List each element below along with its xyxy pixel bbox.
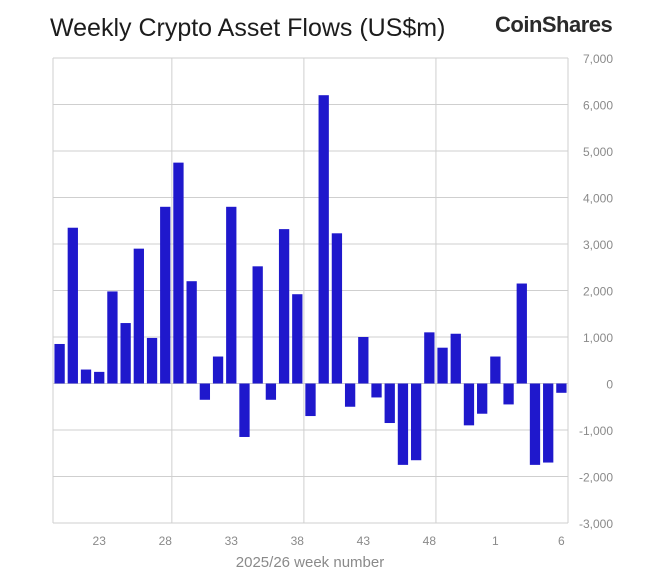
y-tick-label: 2,000 bbox=[583, 285, 613, 299]
bar-week-2 bbox=[503, 383, 514, 405]
bar-week-3 bbox=[516, 283, 527, 384]
y-tick-label: -1,000 bbox=[579, 424, 613, 438]
bar-week-29 bbox=[173, 162, 184, 384]
x-tick-label: 1 bbox=[492, 534, 499, 548]
x-tick-label: 23 bbox=[93, 534, 107, 548]
y-tick-label: 5,000 bbox=[583, 145, 613, 159]
bar-week-46 bbox=[397, 383, 409, 465]
bar-week-45 bbox=[384, 383, 395, 424]
bar-week-49 bbox=[437, 347, 448, 384]
bar-week-5 bbox=[543, 383, 554, 463]
x-tick-label: 38 bbox=[291, 534, 305, 548]
x-tick-label: 6 bbox=[558, 534, 565, 548]
bar-week-4 bbox=[529, 383, 541, 465]
y-tick-label: 7,000 bbox=[583, 52, 613, 66]
bar-week-44 bbox=[371, 383, 382, 398]
bar-week-6 bbox=[556, 383, 567, 393]
bar-week-23 bbox=[94, 371, 105, 384]
bar-week-32 bbox=[212, 356, 224, 384]
y-tick-label: -2,000 bbox=[579, 471, 613, 485]
bar-week-43 bbox=[358, 337, 369, 384]
bar-week-51 bbox=[463, 383, 475, 426]
x-axis-label: 2025/26 week number bbox=[236, 554, 384, 571]
bar-week-50 bbox=[450, 333, 461, 384]
bar-week-30 bbox=[186, 281, 197, 384]
y-tick-label: 1,000 bbox=[583, 331, 613, 345]
x-tick-label: 43 bbox=[357, 534, 371, 548]
bar-week-47 bbox=[410, 383, 422, 461]
bars-layer bbox=[54, 95, 567, 465]
bar-week-22 bbox=[80, 369, 92, 384]
x-tick-label: 48 bbox=[423, 534, 437, 548]
bar-week-34 bbox=[239, 383, 250, 437]
grid-layer bbox=[52, 57, 569, 524]
y-axis-tick-labels: 7,000 6,000 5,000 4,000 3,000 2,000 1,000 0 -1,0… bbox=[579, 52, 613, 531]
bar-week-37 bbox=[278, 229, 290, 384]
x-tick-label: 33 bbox=[225, 534, 239, 548]
bar-week-40 bbox=[318, 95, 329, 384]
y-tick-label: -3,000 bbox=[579, 517, 613, 531]
bar-week-39 bbox=[305, 383, 316, 417]
bar-week-38 bbox=[292, 294, 303, 384]
bar-week-31 bbox=[199, 383, 211, 400]
y-tick-label: 0 bbox=[606, 378, 613, 392]
bar-week-26 bbox=[133, 248, 144, 384]
bar-week-35 bbox=[252, 266, 263, 384]
bar-week-25 bbox=[120, 323, 131, 384]
bar-week-36 bbox=[265, 383, 277, 400]
x-tick-label: 28 bbox=[159, 534, 173, 548]
bar-week-52 bbox=[477, 383, 488, 414]
bar-week-1 bbox=[490, 356, 501, 384]
x-axis-tick-labels: 23 28 33 38 43 48 1 6 bbox=[93, 534, 566, 548]
bar-week-42 bbox=[344, 383, 356, 407]
y-tick-label: 4,000 bbox=[583, 192, 613, 206]
chart-title: Weekly Crypto Asset Flows (US$m) bbox=[50, 14, 446, 42]
bar-week-20 bbox=[54, 343, 65, 384]
bar-week-28 bbox=[160, 206, 171, 384]
coinshares-logo: CoinShares bbox=[495, 12, 613, 37]
bar-week-48 bbox=[424, 332, 435, 384]
bar-week-27 bbox=[146, 337, 158, 384]
bar-week-21 bbox=[67, 227, 78, 384]
y-tick-label: 3,000 bbox=[583, 238, 613, 252]
bar-week-33 bbox=[226, 206, 237, 384]
bar-week-24 bbox=[107, 291, 118, 384]
bar-week-41 bbox=[331, 233, 343, 384]
y-tick-label: 6,000 bbox=[583, 99, 613, 113]
